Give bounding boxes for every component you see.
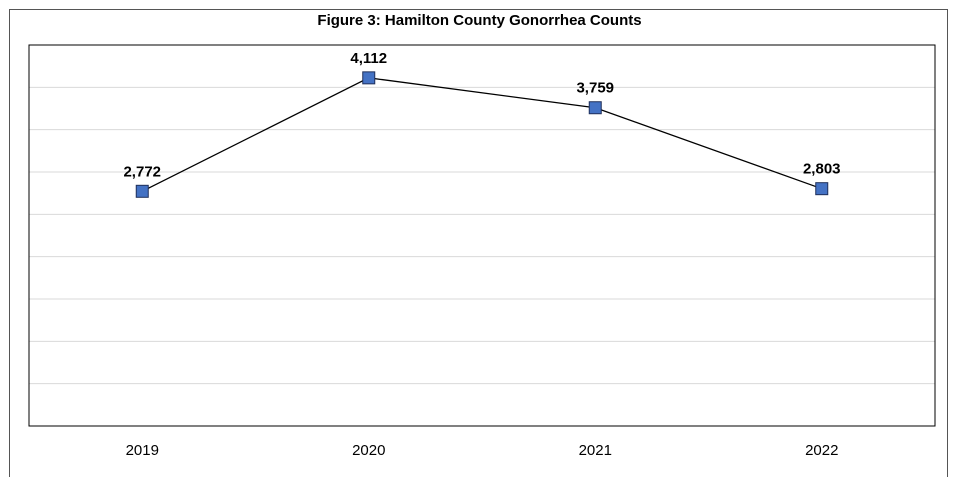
- chart-title: Figure 3: Hamilton County Gonorrhea Coun…: [317, 12, 642, 29]
- series-line-group: [141, 77, 822, 192]
- x-tick-label-2020: 2020: [352, 442, 385, 459]
- data-label-2019: 2,772: [123, 163, 161, 180]
- plot-area-border: [28, 44, 936, 427]
- data-point-2019: [135, 184, 149, 198]
- series-line: [141, 77, 822, 192]
- data-labels: 2,772 4,112 3,759 2,803: [123, 50, 840, 180]
- data-label-2021: 3,759: [576, 80, 614, 97]
- x-tick-label-2022: 2022: [805, 442, 838, 459]
- x-tick-label-2021: 2021: [579, 442, 612, 459]
- gridlines: [29, 86, 935, 385]
- x-tick-label-2019: 2019: [126, 442, 159, 459]
- data-markers: [135, 71, 829, 198]
- data-label-2022: 2,803: [803, 161, 841, 178]
- x-axis-tick-labels: 2019 2020 2021 2022: [126, 442, 839, 459]
- data-point-2021: [588, 101, 602, 115]
- data-point-2020: [362, 71, 376, 85]
- data-point-2022: [815, 182, 829, 196]
- data-label-2020: 4,112: [350, 50, 387, 67]
